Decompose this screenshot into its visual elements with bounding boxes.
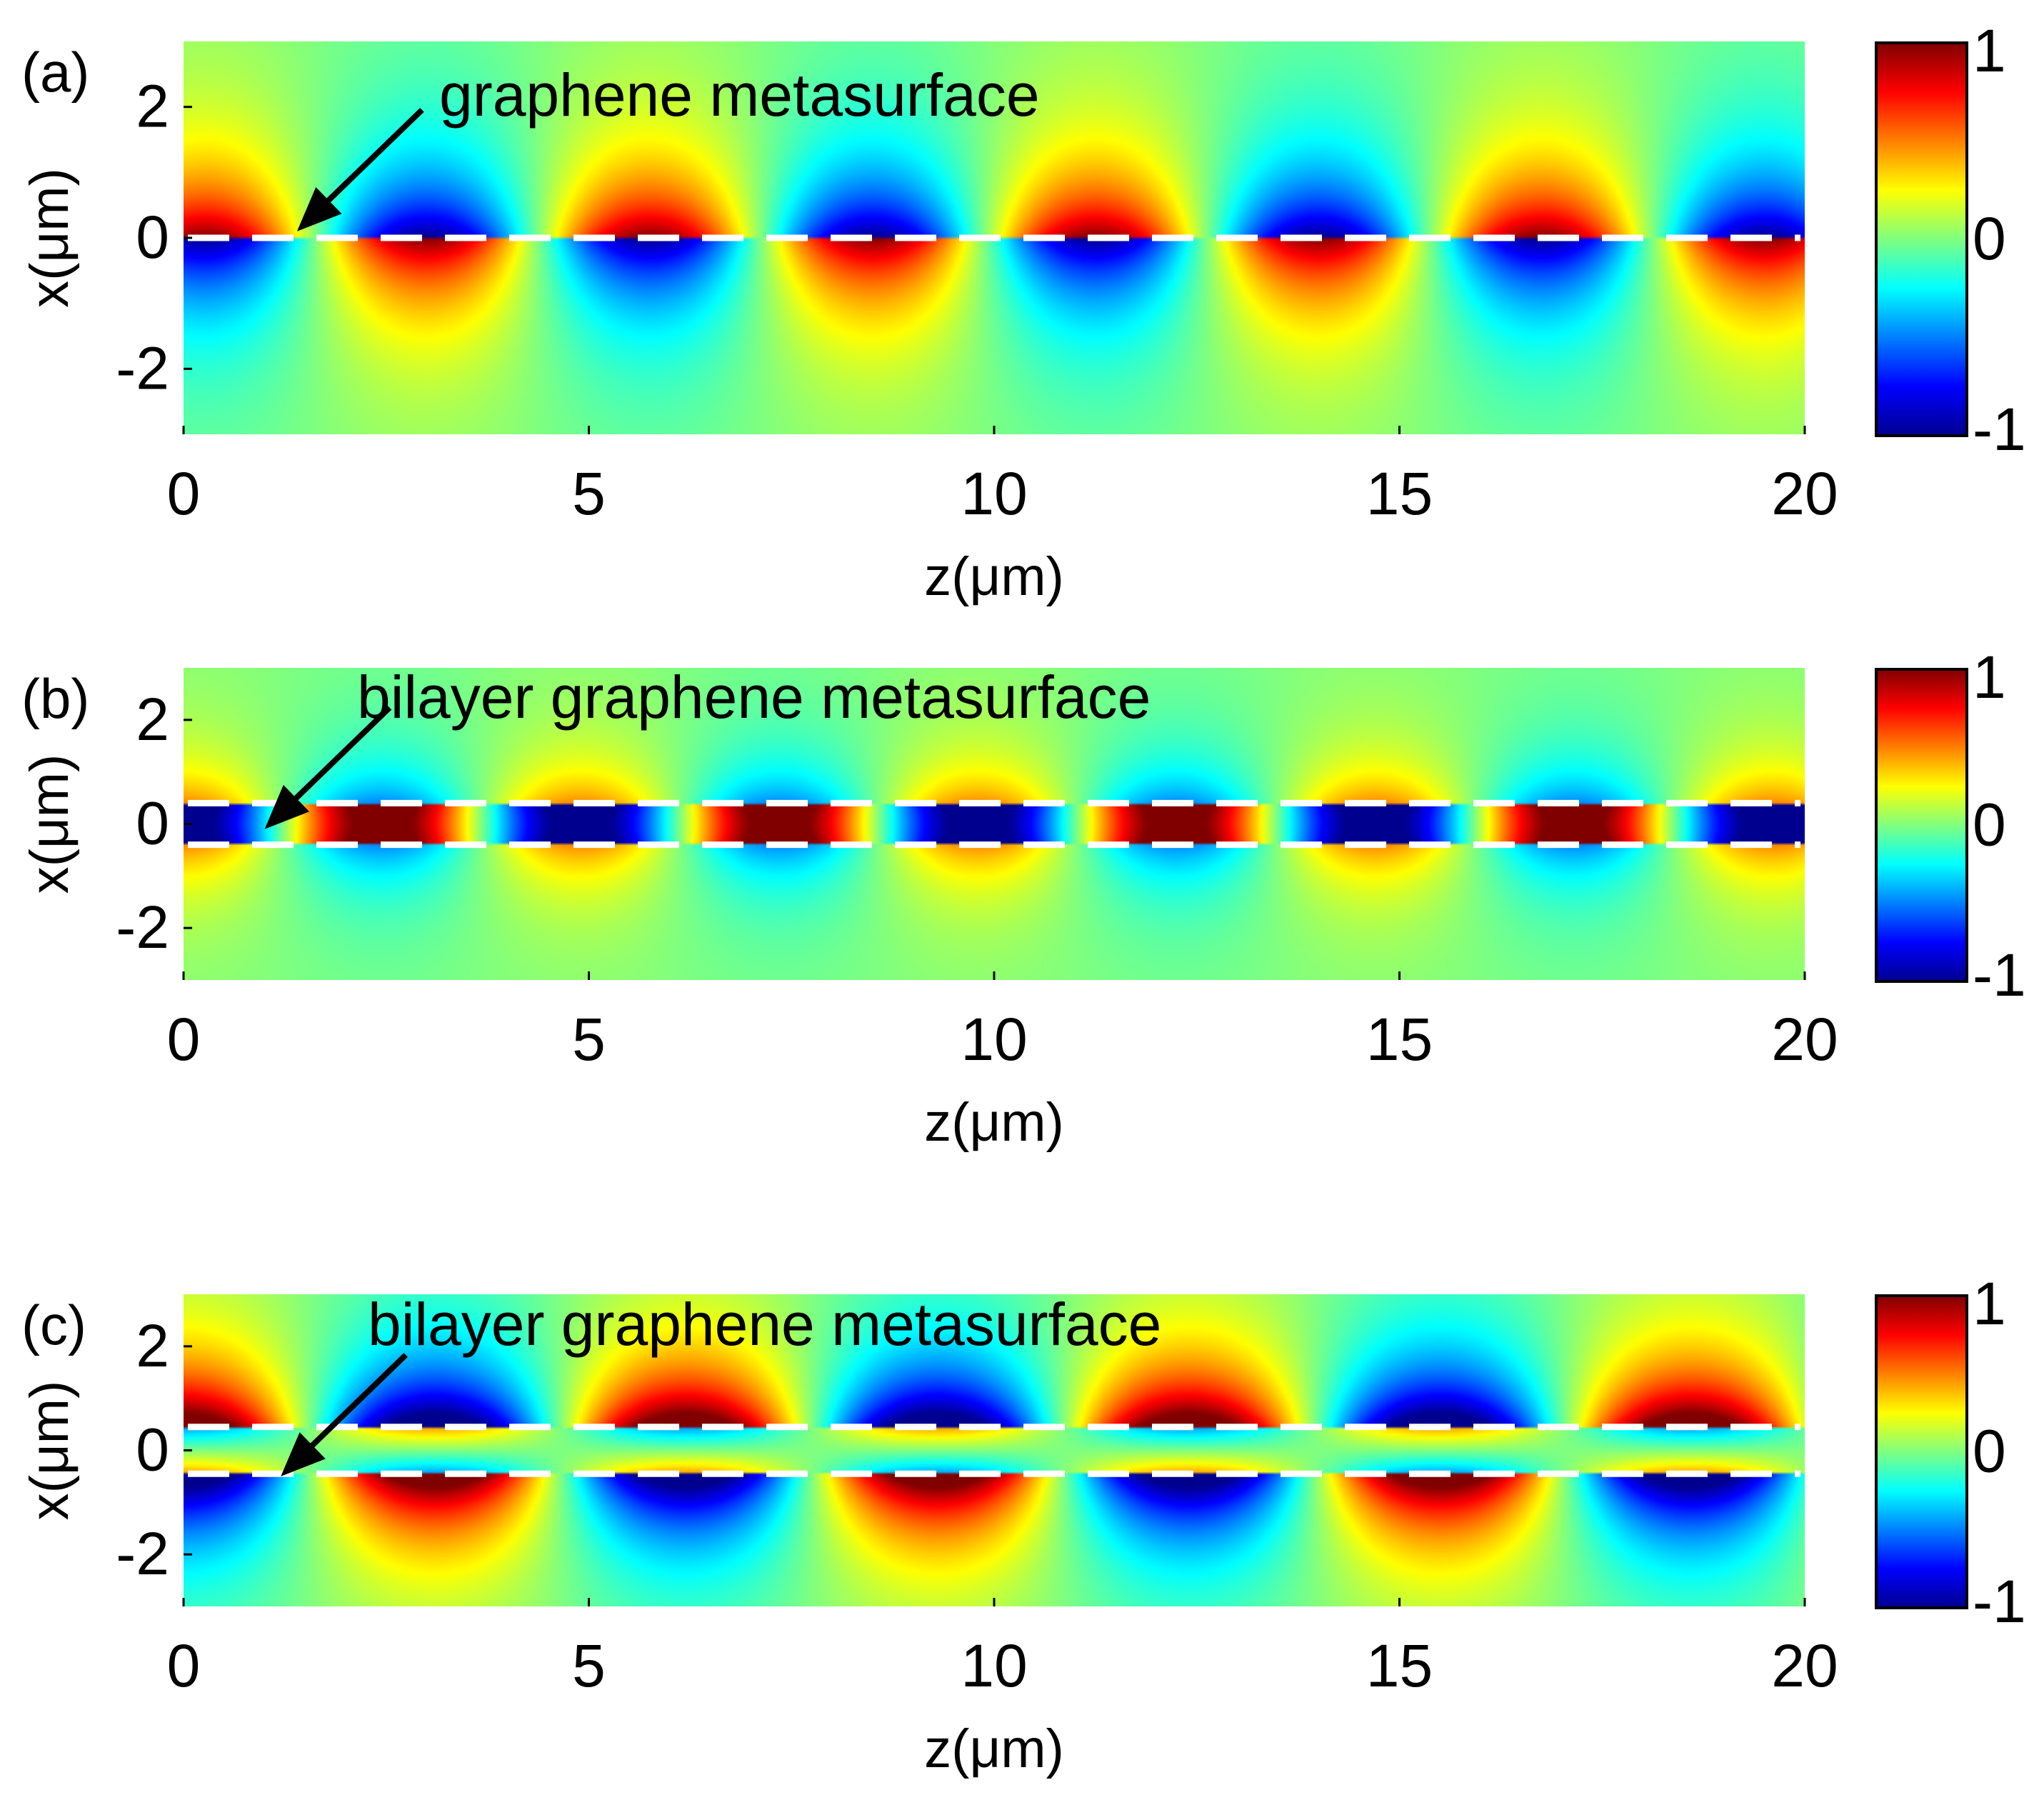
y-tick-label: -2 — [116, 894, 169, 961]
x-tick-label: 15 — [1366, 460, 1433, 527]
colorbar-tick-label: -1 — [1973, 941, 2026, 1009]
y-tick-label: 0 — [136, 1416, 169, 1484]
annotation-arrow — [294, 1353, 408, 1463]
x-tick-label: 10 — [961, 460, 1027, 527]
x-tick-label: 10 — [961, 1006, 1027, 1073]
x-axis-title: z(μm) — [924, 1092, 1064, 1153]
x-tick-label: 15 — [1366, 1006, 1433, 1073]
annotation-arrow — [278, 705, 392, 816]
y-tick-label: 0 — [136, 790, 169, 857]
field-heatmap — [184, 668, 1805, 980]
field-heatmap — [184, 1294, 1805, 1606]
panel-b: bilayer graphene metasurface(b) 20-20 5 10 1… — [19, 644, 2026, 1153]
x-tick-label: 20 — [1771, 460, 1838, 527]
colorbar-tick-label: -1 — [1973, 396, 2026, 463]
y-tick-label: -2 — [116, 334, 169, 401]
x-axis-title: z(μm) — [924, 546, 1064, 607]
colorbar-tick-label: 1 — [1973, 1270, 2006, 1337]
y-tick-label: -2 — [116, 1520, 169, 1587]
colorbar — [1875, 1294, 1968, 1609]
panel-letter: (a) — [21, 41, 89, 104]
x-tick-label: 0 — [167, 1006, 201, 1073]
annotation-label: bilayer graphene metasurface — [368, 1291, 1161, 1358]
x-tick-label: 10 — [961, 1632, 1027, 1699]
panel-a: graphene metasurface(a)20-20 5 10 15 20z(μm)… — [19, 17, 2026, 607]
y-axis-title: x(μm) — [19, 754, 80, 894]
arrow-head — [281, 1432, 326, 1476]
x-tick-label: 5 — [572, 460, 606, 527]
x-tick-label: 15 — [1366, 1632, 1433, 1699]
colorbar-tick-label: 1 — [1973, 17, 2006, 84]
x-tick-label: 20 — [1771, 1632, 1838, 1699]
y-tick-label: 0 — [136, 204, 169, 271]
y-tick-label: 2 — [136, 1312, 169, 1379]
x-tick-label: 5 — [572, 1632, 606, 1699]
x-tick-label: 0 — [167, 1632, 201, 1699]
colorbar-tick-label: -1 — [1973, 1568, 2026, 1635]
panel-letter: (b) — [21, 667, 89, 730]
y-axis-title: x(μm) — [19, 168, 80, 308]
annotation-arrow — [311, 107, 424, 218]
x-tick-label: 20 — [1771, 1006, 1838, 1073]
arrow-head — [296, 186, 342, 231]
y-tick-label: 2 — [136, 73, 169, 140]
arrow-head — [264, 784, 310, 829]
colorbar-tick-label: 1 — [1973, 644, 2006, 711]
colorbar-tick-label: 0 — [1973, 205, 2006, 272]
colorbar — [1875, 668, 1968, 983]
annotation-label: bilayer graphene metasurface — [357, 664, 1151, 731]
x-tick-label: 0 — [167, 460, 201, 527]
colorbar-tick-label: 0 — [1973, 791, 2006, 859]
annotation-label: graphene metasurface — [439, 61, 1040, 129]
x-tick-label: 5 — [572, 1006, 606, 1073]
y-tick-label: 2 — [136, 686, 169, 753]
panel-letter: (c) — [21, 1294, 86, 1356]
colorbar — [1875, 41, 1968, 437]
x-axis-title: z(μm) — [924, 1719, 1064, 1779]
panel-c: bilayer graphene metasurface(c) 20-20 5 10 1… — [19, 1270, 2026, 1779]
colorbar-tick-label: 0 — [1973, 1418, 2006, 1485]
y-axis-title: x(μm) — [19, 1381, 80, 1521]
